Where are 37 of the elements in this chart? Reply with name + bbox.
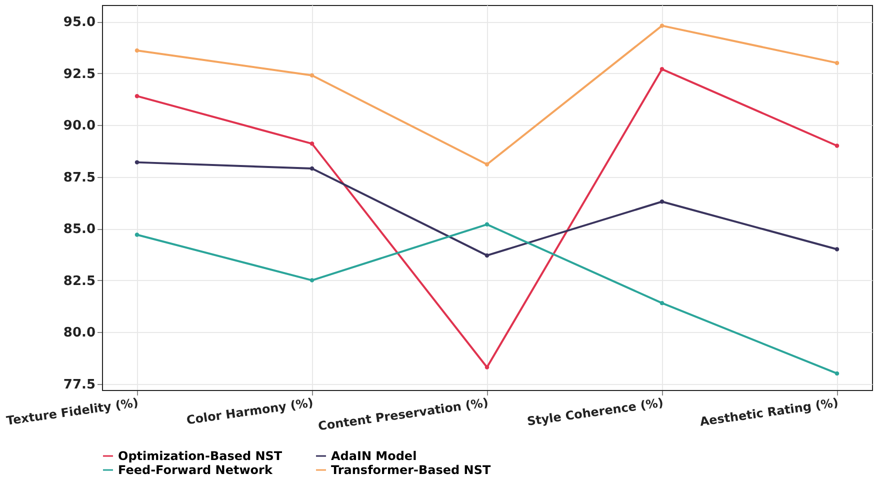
point	[484, 162, 490, 166]
x-tick-label: Content Preservation (%)	[317, 396, 490, 434]
point	[134, 48, 140, 53]
legend-label: Optimization-Based NST	[118, 449, 283, 463]
point	[310, 166, 314, 171]
y-tick-label: 85.0	[63, 222, 96, 238]
point	[660, 300, 664, 306]
point	[834, 247, 840, 252]
point	[660, 67, 664, 72]
x-tick-label: Style Coherence (%)	[526, 396, 664, 429]
y-tick-label: 77.5	[63, 377, 96, 392]
point	[134, 94, 140, 98]
y-tick-label: 95.0	[63, 15, 96, 30]
y-tick-label: 82.5	[63, 274, 96, 289]
point	[484, 365, 490, 370]
y-tick-label: 90.0	[63, 118, 96, 134]
point	[484, 222, 490, 227]
point	[310, 142, 314, 146]
legend-label: Feed-Forward Network	[118, 463, 274, 477]
x-tick-label: Color Harmony (%)	[186, 396, 314, 428]
y-tick-label: 87.5	[63, 170, 96, 186]
point	[484, 253, 490, 258]
y-tick-label: 80.0	[63, 326, 96, 341]
point	[660, 200, 664, 204]
y-tick-label: 92.5	[63, 66, 96, 82]
x-tick-label: Texture Fidelity (%)	[6, 396, 140, 428]
point	[660, 24, 664, 28]
point	[834, 144, 840, 148]
point	[134, 232, 140, 237]
point	[310, 278, 314, 282]
point	[134, 160, 140, 164]
point	[310, 73, 314, 78]
x-tick-label: Aesthetic Rating (%)	[698, 396, 840, 429]
legend-label: AdaIN Model	[331, 449, 417, 463]
point	[834, 371, 840, 376]
legend-label: Transformer-Based NST	[331, 463, 492, 477]
point	[834, 60, 840, 66]
